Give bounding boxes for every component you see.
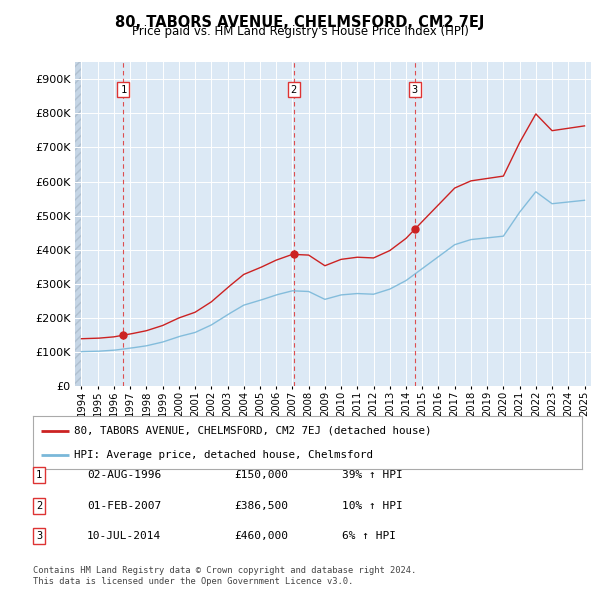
Text: 6% ↑ HPI: 6% ↑ HPI (342, 532, 396, 541)
Text: 1: 1 (36, 470, 42, 480)
Text: HPI: Average price, detached house, Chelmsford: HPI: Average price, detached house, Chel… (74, 450, 373, 460)
Text: 80, TABORS AVENUE, CHELMSFORD, CM2 7EJ (detached house): 80, TABORS AVENUE, CHELMSFORD, CM2 7EJ (… (74, 426, 431, 436)
Text: 3: 3 (36, 532, 42, 541)
Bar (75, 62, 82, 386)
Text: Contains HM Land Registry data © Crown copyright and database right 2024.
This d: Contains HM Land Registry data © Crown c… (33, 566, 416, 586)
Text: 80, TABORS AVENUE, CHELMSFORD, CM2 7EJ: 80, TABORS AVENUE, CHELMSFORD, CM2 7EJ (115, 15, 485, 30)
Text: 1: 1 (120, 84, 127, 94)
Text: Price paid vs. HM Land Registry's House Price Index (HPI): Price paid vs. HM Land Registry's House … (131, 25, 469, 38)
Text: 3: 3 (412, 84, 418, 94)
Text: 10-JUL-2014: 10-JUL-2014 (87, 532, 161, 541)
Text: 39% ↑ HPI: 39% ↑ HPI (342, 470, 403, 480)
Text: 10% ↑ HPI: 10% ↑ HPI (342, 501, 403, 510)
Text: 2: 2 (290, 84, 297, 94)
Text: 02-AUG-1996: 02-AUG-1996 (87, 470, 161, 480)
Text: 01-FEB-2007: 01-FEB-2007 (87, 501, 161, 510)
Text: £386,500: £386,500 (234, 501, 288, 510)
Text: £150,000: £150,000 (234, 470, 288, 480)
Text: £460,000: £460,000 (234, 532, 288, 541)
Text: 2: 2 (36, 501, 42, 510)
